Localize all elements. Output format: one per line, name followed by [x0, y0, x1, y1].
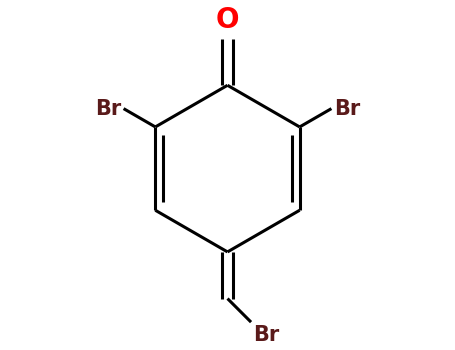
Text: Br: Br [95, 99, 121, 119]
Text: Br: Br [334, 99, 360, 119]
Text: O: O [216, 6, 239, 34]
Text: Br: Br [253, 326, 279, 345]
